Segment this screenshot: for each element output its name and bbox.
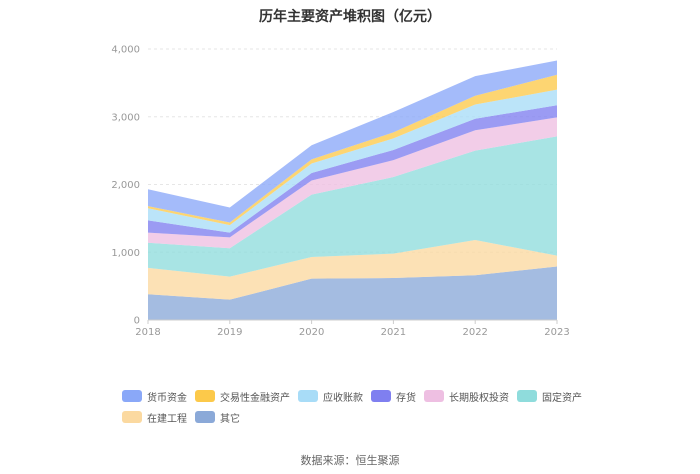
legend-item[interactable]: 长期股权投资 — [424, 389, 509, 404]
area-series-6[interactable] — [148, 74, 557, 226]
legend-item[interactable]: 货币资金 — [122, 389, 187, 404]
x-tick-label: 2021 — [381, 327, 406, 338]
legend-swatch — [195, 390, 215, 402]
legend-swatch — [424, 390, 444, 402]
x-tick-label: 2019 — [217, 327, 242, 338]
legend-item[interactable]: 固定资产 — [517, 389, 582, 404]
legend-swatch — [122, 411, 142, 423]
y-tick-label: 3,000 — [111, 112, 140, 123]
data-source: 数据来源：恒生聚源 — [300, 454, 400, 467]
area-series-2[interactable] — [148, 136, 557, 277]
legend-item[interactable]: 在建工程 — [122, 410, 187, 425]
legend-swatch — [371, 390, 391, 402]
x-tick-label: 2023 — [544, 327, 569, 338]
legend-item[interactable]: 交易性金融资产 — [195, 389, 290, 404]
legend-label: 存货 — [396, 392, 416, 404]
area-series-0[interactable] — [148, 266, 557, 320]
legend-swatch — [195, 411, 215, 423]
legend-swatch — [122, 390, 142, 402]
legend-label: 固定资产 — [542, 392, 582, 404]
y-tick-label: 1,000 — [111, 248, 140, 259]
legend-label: 长期股权投资 — [449, 392, 509, 404]
area-series-7[interactable] — [148, 60, 557, 223]
legend-label: 交易性金融资产 — [220, 392, 290, 404]
chart-title: 历年主要资产堆积图（亿元） — [259, 9, 441, 25]
legend-item[interactable]: 其它 — [195, 410, 240, 425]
area-series-1[interactable] — [148, 240, 557, 300]
legend-label: 货币资金 — [147, 392, 187, 404]
legend-swatch — [298, 390, 318, 402]
area-series-4[interactable] — [148, 105, 557, 238]
y-tick-label: 4,000 — [111, 45, 140, 56]
legend-swatch — [517, 390, 537, 402]
y-tick-label: 0 — [134, 316, 140, 327]
x-tick-label: 2020 — [299, 327, 324, 338]
y-tick-label: 2,000 — [111, 180, 140, 191]
legend-item[interactable]: 应收账款 — [298, 389, 363, 404]
legend-label: 其它 — [220, 413, 240, 425]
legend-item[interactable]: 存货 — [371, 389, 416, 404]
area-series-5[interactable] — [148, 89, 557, 233]
x-tick-label: 2022 — [462, 327, 487, 338]
legend-label: 应收账款 — [323, 392, 363, 404]
x-tick-label: 2018 — [135, 327, 160, 338]
legend: 货币资金 交易性金融资产 应收账款 存货 长期股权投资 固定资产在建工程 其它 — [122, 389, 602, 431]
legend-label: 在建工程 — [147, 413, 187, 425]
area-series-3[interactable] — [148, 117, 557, 249]
